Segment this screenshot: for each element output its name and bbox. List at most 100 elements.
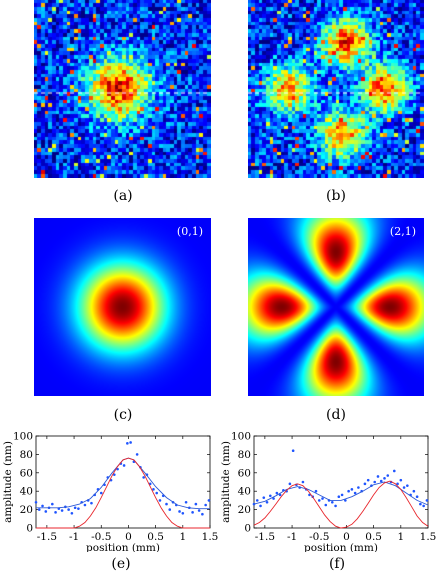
chart-f-data-point: [376, 475, 380, 478]
caption-a: (a): [113, 188, 133, 204]
chart-f-fit-line: [253, 481, 429, 506]
chart-f-data-point: [386, 474, 390, 477]
chart-e-data-point: [201, 512, 204, 516]
chart-f-frame: [253, 435, 429, 529]
chart-f-data-point: [419, 502, 422, 506]
chart-e-data-point: [178, 510, 181, 513]
chart-f-ytick-label: 20: [238, 504, 251, 516]
chart-f-data-point: [337, 495, 341, 499]
chart-f-ytick-label: 0: [244, 523, 251, 535]
chart-f-data-point: [412, 489, 416, 493]
chart-e-data-point: [67, 508, 70, 511]
chart-e-xtick-label: -0.5: [91, 531, 111, 543]
chart-f-xtick-label: -0.5: [309, 531, 329, 543]
chart-f-data-point: [357, 486, 360, 489]
chart-f-data-point: [366, 478, 370, 482]
panel-c-image: (0,1): [34, 218, 211, 396]
chart-f-data-point: [422, 504, 425, 508]
chart-f-ylabel: amplitude (nm): [220, 441, 232, 523]
chart-f-data-point: [278, 493, 282, 497]
chart-e-data-point: [70, 511, 74, 515]
chart-f-data-point: [275, 491, 279, 495]
chart-e-xtick-label: -1.5: [37, 531, 57, 543]
profile-chart-f: -1.5 -1 -0.5 0 0.5 1 1.5 0 20 40 60 80 100 position (…: [220, 431, 436, 553]
mode-label-c: (0,1): [176, 225, 203, 238]
chart-f-xtick-label: 0: [343, 531, 350, 543]
chart-e-ytick-label: 80: [20, 449, 33, 461]
chart-e-xtick-label: 1: [179, 531, 186, 543]
chart-e-data-point: [204, 503, 207, 507]
chart-f-xtick-label: 1.5: [420, 531, 436, 543]
chart-e-data-point: [165, 502, 168, 506]
chart-f-data-point: [383, 477, 386, 480]
chart-e-data-point: [41, 504, 44, 508]
chart-e-data-point: [122, 464, 126, 467]
chart-f-data-point: [396, 482, 399, 486]
chart-f-data-point: [392, 469, 396, 473]
caption-b: (b): [326, 188, 346, 204]
simulated-mode-image-c: [34, 218, 211, 396]
chart-e-ytick-label: 0: [26, 523, 33, 535]
chart-e-data-point: [158, 499, 162, 502]
chart-e-data-point: [194, 502, 198, 506]
chart-e-data-point: [37, 508, 41, 511]
chart-e-xtick-label: 1.5: [202, 531, 218, 543]
chart-f-data-point: [415, 495, 419, 499]
chart-e-data-point: [54, 511, 57, 514]
panel-d-image: (2,1): [248, 218, 424, 396]
chart-e-data-point: [126, 442, 129, 445]
chart-f-xtick-label: -1.5: [255, 531, 275, 543]
chart-e-data-point: [181, 511, 185, 515]
chart-e-frame: [35, 435, 211, 529]
chart-f-ytick-label: 60: [238, 467, 251, 479]
chart-e-data-point: [83, 503, 87, 507]
caption-f: (f): [328, 556, 346, 572]
chart-e-data-point: [99, 491, 103, 495]
chart-f-data-point: [317, 499, 321, 502]
chart-f-data-point: [353, 491, 357, 495]
chart-f-data-point: [334, 504, 337, 508]
chart-f-data-point: [347, 489, 350, 493]
chart-e-xtick-label: 0: [125, 531, 132, 543]
chart-e-data-point: [113, 473, 116, 476]
measured-mode-image-a: [34, 0, 211, 178]
chart-f-model-line: [253, 480, 429, 529]
chart-f-data-point: [425, 499, 429, 502]
caption-d: (d): [326, 407, 346, 423]
chart-f-xtick-label: -1: [287, 531, 297, 543]
mode-label-d: (2,1): [389, 225, 416, 238]
chart-e-ytick-label: 60: [20, 467, 33, 479]
chart-f-data-point: [324, 503, 328, 507]
chart-f-data-point: [373, 480, 377, 484]
chart-f-data-point: [350, 488, 354, 491]
chart-e-data-point: [155, 491, 159, 495]
caption-c: (c): [113, 407, 133, 423]
chart-f-data-point: [331, 500, 334, 504]
chart-e-data-point: [191, 511, 194, 514]
chart-f-ytick-label: 40: [238, 486, 251, 498]
chart-e-xtick-label: -1: [69, 531, 79, 543]
chart-e-data-point: [152, 488, 155, 491]
chart-e-data-point: [207, 499, 211, 502]
chart-e-data-point: [34, 500, 38, 504]
chart-e-data-point: [142, 476, 145, 479]
chart-e-data-point: [197, 509, 201, 512]
chart-e-data-point: [184, 500, 188, 504]
chart-e-ylabel: amplitude (nm): [2, 441, 14, 523]
chart-e-xtick-label: 0.5: [147, 531, 164, 543]
chart-e-data-point: [90, 501, 93, 505]
chart-e-data-point: [77, 507, 80, 510]
chart-f-data-point: [406, 484, 409, 487]
chart-f-data-point: [291, 449, 295, 453]
chart-e-data-point: [168, 508, 172, 511]
chart-e-data-point: [129, 441, 132, 444]
chart-e-data-point: [60, 509, 64, 512]
chart-f-data-point: [269, 494, 272, 498]
chart-f-ytick-label: 100: [231, 431, 251, 443]
chart-f-data-point: [272, 497, 275, 500]
caption-e: (e): [111, 556, 131, 572]
chart-f-data-point: [321, 497, 324, 500]
chart-f-data-point: [344, 499, 347, 502]
chart-e-ytick-label: 40: [20, 486, 33, 498]
chart-f-ytick-label: 80: [238, 449, 251, 461]
